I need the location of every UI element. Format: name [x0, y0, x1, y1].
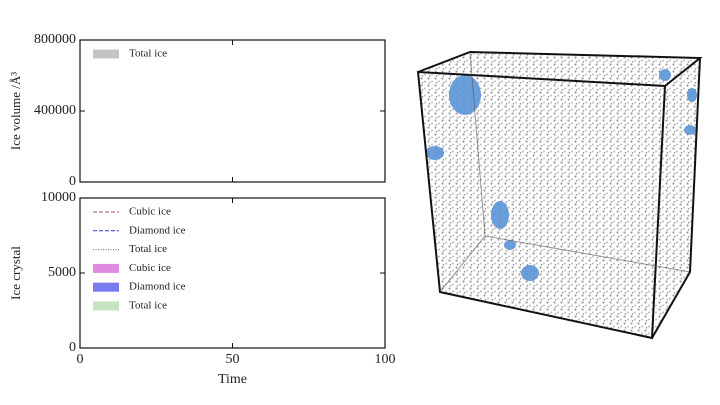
legend-swatch	[93, 301, 119, 311]
y-axis-label: Ice volume /Å³	[8, 72, 23, 150]
box-edges	[416, 50, 703, 340]
x-axis-label: Time	[218, 372, 247, 387]
legend-label: Diamond ice	[129, 281, 186, 293]
y-tick-label: 5000	[48, 265, 76, 280]
plot-frame	[79, 197, 386, 349]
legend-swatch	[93, 282, 119, 292]
simulation-render	[416, 50, 703, 340]
legend-label: Cubic ice	[129, 206, 171, 218]
y-tick-label: 10000	[41, 190, 76, 205]
legend-label: Diamond ice	[129, 224, 186, 236]
y-tick-label: 800000	[34, 32, 76, 47]
legend-label: Cubic ice	[129, 262, 171, 274]
y-tick-label: 400000	[34, 103, 76, 118]
legend-label: Total ice	[129, 300, 167, 312]
y-tick-label: 0	[69, 174, 76, 189]
legend-label: Total ice	[129, 48, 167, 60]
plot-frame	[79, 39, 386, 183]
x-tick-label: 100	[375, 352, 396, 367]
legend-label: Total ice	[129, 243, 167, 255]
legend-swatch	[93, 263, 119, 273]
y-tick-label: 0	[69, 340, 76, 355]
legend-swatch	[93, 49, 119, 59]
water-molecules	[418, 52, 700, 338]
x-tick-label: 50	[226, 352, 240, 367]
y-axis-label: Ice crystal	[8, 246, 23, 300]
x-tick-label: 0	[77, 352, 84, 367]
plot: 0 400000 800000 Ice volume /Å³ Total ice	[8, 32, 386, 189]
plot: 0 5000 10000 0 50 100 Ice crystal Time Cubic ice…	[8, 190, 396, 387]
